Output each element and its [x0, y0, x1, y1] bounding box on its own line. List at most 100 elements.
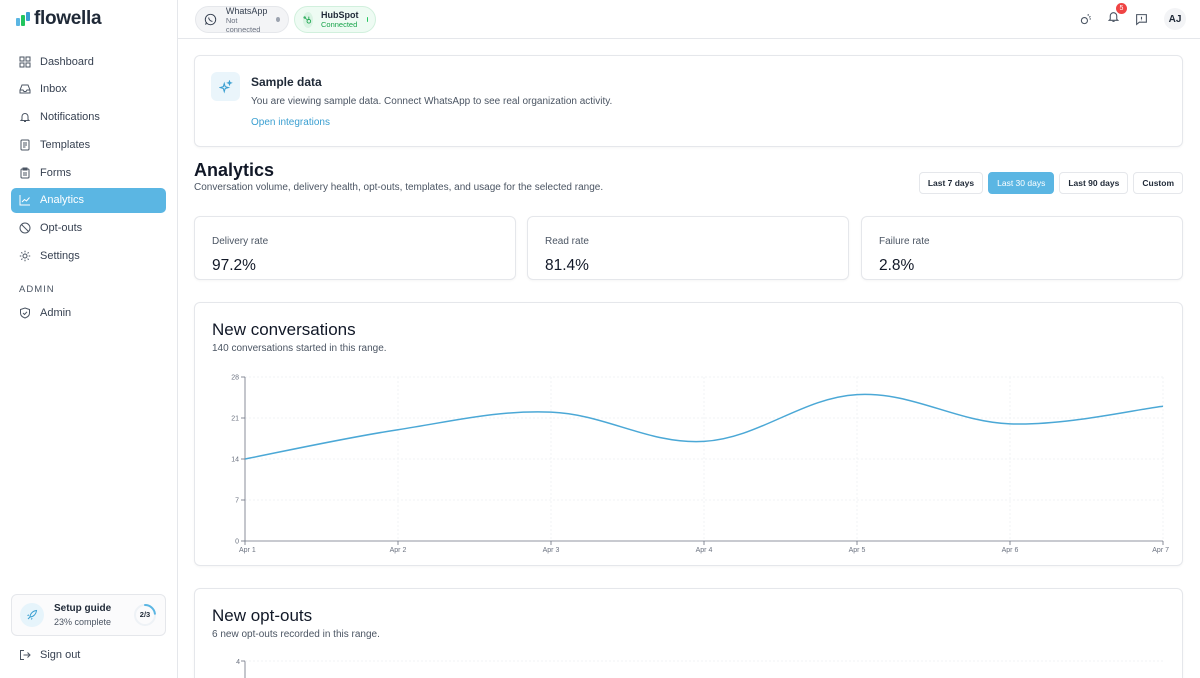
sidebar-nav: Dashboard Inbox Notifications Templates …	[11, 49, 166, 271]
range-last-90-days-button[interactable]: Last 90 days	[1059, 172, 1129, 194]
dashboard-icon	[19, 56, 31, 68]
x-tick-label: Apr 4	[696, 547, 713, 554]
page-title: Analytics	[194, 160, 275, 180]
sidebar-item-label: Templates	[40, 138, 91, 151]
chart-subtitle: 6 new opt-outs recorded in this range.	[212, 629, 380, 640]
range-last-30-days-button[interactable]: Last 30 days	[988, 172, 1055, 194]
bell-icon	[1107, 10, 1120, 28]
delivery-rate-card: Delivery rate 97.2%	[194, 216, 516, 280]
status-dot	[366, 17, 367, 22]
range-custom-button[interactable]: Custom	[1133, 172, 1183, 194]
y-tick-label: 28	[231, 375, 239, 382]
stat-label: Read rate	[545, 236, 589, 247]
sidebar-item-label: Dashboard	[40, 55, 94, 68]
connection-status: Connected	[321, 20, 358, 29]
setup-progress-ring: 2/3	[133, 603, 157, 627]
y-tick-label: 4	[236, 659, 240, 666]
new-conversations-chart: 0 7 14 21 28 Apr 1 Apr 2 Apr 3 Apr 4 Apr 5 Apr 6 Ap…	[231, 375, 1169, 555]
sign-out-icon	[19, 649, 31, 661]
gear-icon	[19, 250, 31, 262]
notifications-button[interactable]: 5	[1106, 3, 1127, 28]
bell-icon	[19, 111, 31, 123]
sidebar-item-analytics[interactable]: Analytics	[11, 187, 166, 213]
topbar: WhatsApp Not connected HubSpot Connected…	[178, 0, 1200, 39]
notification-count-badge: 5	[1116, 3, 1127, 14]
rocket-icon	[20, 603, 44, 627]
sidebar-item-templates[interactable]: Templates	[11, 132, 166, 157]
x-tick-label: Apr 1	[239, 547, 256, 554]
connection-name: HubSpot	[321, 10, 359, 20]
y-tick-label: 14	[231, 457, 239, 464]
setup-guide-progress-text: 23% complete	[54, 617, 112, 627]
sidebar-item-label: Inbox	[40, 83, 67, 96]
hubspot-connection-pill[interactable]: HubSpot Connected	[294, 6, 376, 33]
theme-toggle-icon[interactable]	[1078, 12, 1092, 26]
chart-subtitle: 140 conversations started in this range.	[212, 343, 387, 354]
sidebar-item-label: Analytics	[40, 194, 85, 207]
sample-data-description: You are viewing sample data. Connect Wha…	[251, 96, 613, 107]
x-tick-label: Apr 7	[1152, 547, 1169, 554]
failure-rate-card: Failure rate 2.8%	[861, 216, 1183, 280]
chart-icon	[19, 194, 31, 206]
date-range-selector: Last 7 days Last 30 days Last 90 days Cu…	[918, 172, 1183, 194]
sidebar-item-label: Admin	[40, 306, 72, 319]
inbox-icon	[19, 83, 31, 95]
clipboard-icon	[19, 167, 31, 179]
admin-section-label: ADMIN	[19, 284, 55, 295]
stat-value: 81.4%	[545, 257, 589, 274]
shield-icon	[19, 306, 31, 319]
x-tick-label: Apr 6	[1002, 547, 1019, 554]
setup-guide-card[interactable]: Setup guide 23% complete 2/3	[11, 594, 166, 636]
sparkles-icon	[211, 72, 240, 101]
new-opt-outs-card: New opt-outs 6 new opt-outs recorded in …	[194, 588, 1183, 678]
setup-progress-label: 2/3	[139, 610, 151, 619]
y-tick-label: 7	[235, 498, 239, 505]
setup-guide-title: Setup guide	[54, 603, 112, 614]
x-tick-label: Apr 3	[543, 547, 560, 554]
new-conversations-card: New conversations 140 conversations star…	[194, 302, 1183, 566]
sidebar-item-settings[interactable]: Settings	[11, 244, 166, 269]
whatsapp-connection-pill[interactable]: WhatsApp Not connected	[195, 5, 289, 34]
sidebar-item-label: Opt-outs	[40, 222, 83, 235]
logo-icon	[16, 12, 30, 26]
series-line	[244, 393, 1164, 460]
stat-value: 2.8%	[879, 257, 915, 274]
sidebar-item-label: Settings	[40, 250, 80, 263]
sign-out-button[interactable]: Sign out	[11, 642, 166, 667]
page-subtitle: Conversation volume, delivery health, op…	[194, 182, 604, 193]
connection-status: Not connected	[225, 15, 261, 34]
x-tick-label: Apr 5	[849, 547, 866, 554]
sidebar-item-label: Notifications	[40, 111, 100, 124]
stat-label: Delivery rate	[212, 236, 269, 247]
feedback-icon[interactable]	[1134, 12, 1148, 26]
sidebar-item-forms[interactable]: Forms	[11, 160, 166, 185]
y-tick-label: 21	[231, 416, 239, 423]
range-last-7-days-button[interactable]: Last 7 days	[918, 172, 984, 194]
app-logo[interactable]: flowella	[16, 8, 102, 30]
chart-title: New conversations	[212, 320, 356, 339]
sidebar-item-notifications[interactable]: Notifications	[11, 105, 166, 130]
chart-title: New opt-outs	[212, 606, 313, 625]
sample-data-banner: Sample data You are viewing sample data.…	[194, 55, 1183, 147]
sidebar-item-admin[interactable]: Admin	[11, 300, 166, 325]
sidebar-item-dashboard[interactable]: Dashboard	[11, 49, 166, 74]
app-name: flowella	[34, 8, 102, 29]
connection-name: WhatsApp	[225, 5, 268, 16]
status-dot	[275, 17, 281, 22]
template-icon	[19, 139, 31, 151]
sidebar-item-label: Forms	[40, 166, 72, 179]
sidebar-item-inbox[interactable]: Inbox	[11, 77, 166, 102]
new-opt-outs-chart: 4	[236, 659, 1163, 678]
ban-icon	[19, 222, 31, 234]
x-tick-label: Apr 2	[390, 547, 407, 554]
stat-label: Failure rate	[879, 236, 930, 247]
open-integrations-link[interactable]: Open integrations	[251, 117, 330, 128]
sign-out-label: Sign out	[40, 648, 81, 661]
sidebar: flowella Dashboard Inbox Notifications T…	[0, 0, 178, 678]
read-rate-card: Read rate 81.4%	[527, 216, 849, 280]
y-tick-label: 0	[235, 539, 239, 546]
sidebar-item-opt-outs[interactable]: Opt-outs	[11, 216, 166, 241]
hubspot-icon	[303, 11, 313, 28]
stat-value: 97.2%	[212, 257, 256, 274]
user-avatar[interactable]: AJ	[1164, 8, 1186, 30]
